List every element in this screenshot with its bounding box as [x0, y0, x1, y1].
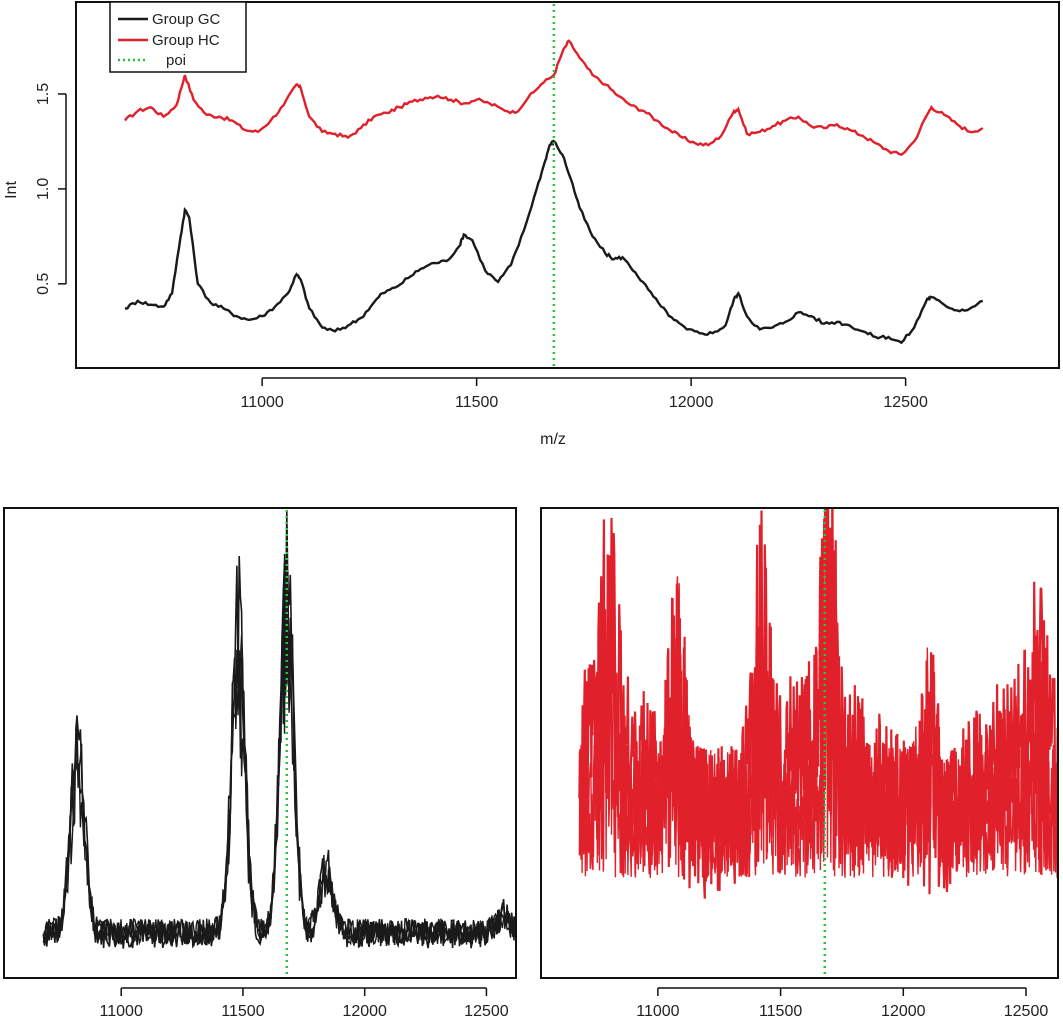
hc-x-tick-label: 11000	[636, 1003, 679, 1020]
bottom-left-plot-marks	[42, 510, 515, 977]
legend-label-group-hc: Group HC	[152, 32, 220, 49]
bottom-left-x-axis: 11000 11500 12000 12500	[100, 987, 509, 1020]
top-y-tick-label: 0.5	[35, 273, 52, 295]
hc-x-tick-label: 11500	[759, 1003, 802, 1020]
top-x-tick-label: 11500	[455, 394, 498, 411]
legend-label-poi: poi	[166, 52, 186, 69]
bottom-left-plot-frame	[3, 507, 517, 979]
legend: Group GC Group HC poi	[109, 1, 247, 73]
bottom-right-plot-frame	[540, 507, 1059, 979]
top-x-axis: 11000 11500 12000 12500	[240, 377, 928, 411]
y-axis-label: Int	[3, 181, 20, 199]
gc-x-tick-label: 11500	[221, 1003, 264, 1020]
top-plot-marks	[123, 4, 984, 366]
legend-box	[109, 1, 247, 73]
hc-x-tick-label: 12500	[1004, 1003, 1049, 1020]
x-axis-label: m/z	[540, 431, 566, 448]
hc-individual-spectra-panel: 11000 11500 12000 12500	[540, 507, 1059, 1020]
gc-x-tick-label: 12000	[342, 1003, 387, 1020]
gc-x-tick-label: 12500	[464, 1003, 509, 1020]
top-y-tick-label: 1.0	[35, 178, 52, 200]
top-y-axis: 0.5 1.0 1.5	[35, 83, 67, 295]
gc-individual-spectra-panel: 11000 11500 12000 12500	[3, 507, 517, 1020]
mean-spectra-panel: 11000 11500 12000 12500 0.5 1.0 1.5 m/z Int G…	[3, 1, 1060, 448]
top-x-tick-label: 12000	[669, 394, 714, 411]
bottom-right-plot-marks	[578, 509, 1057, 977]
top-x-tick-label: 12500	[883, 394, 928, 411]
hc-x-tick-label: 12000	[881, 1003, 926, 1020]
top-plot-frame	[75, 1, 1060, 369]
top-y-tick-label: 1.5	[35, 83, 52, 105]
gc-x-tick-label: 11000	[100, 1003, 143, 1020]
top-x-tick-label: 11000	[240, 394, 283, 411]
legend-label-group-gc: Group GC	[152, 11, 221, 28]
series-line-group-hc	[123, 39, 984, 157]
bottom-right-x-axis: 11000 11500 12000 12500	[636, 987, 1049, 1020]
series-line-group-gc	[124, 139, 984, 345]
